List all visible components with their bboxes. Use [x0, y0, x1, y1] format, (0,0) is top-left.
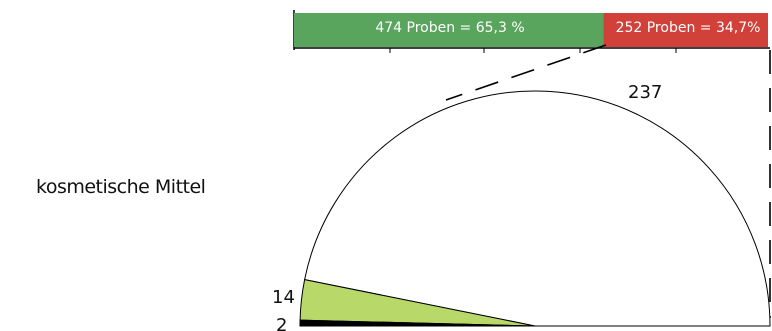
pie	[299, 90, 771, 327]
pie-slice-237	[304, 90, 771, 327]
category-label: kosmetische Mittel	[36, 176, 206, 198]
slice-label-2: 2	[276, 315, 287, 331]
pie-slice-2	[299, 319, 536, 327]
bar-segment-green	[294, 13, 604, 47]
slice-label-237: 237	[628, 82, 662, 103]
bar-label-green: 474 Proben = 65,3 %	[375, 20, 524, 36]
bar-segment-red	[603, 13, 768, 47]
slice-label-14: 14	[272, 287, 295, 308]
bar-label-red: 252 Proben = 34,7%	[616, 20, 761, 36]
stacked-bar: 474 Proben = 65,3 % 252 Proben = 34,7%	[293, 10, 770, 53]
connector-line-left	[445, 44, 607, 101]
